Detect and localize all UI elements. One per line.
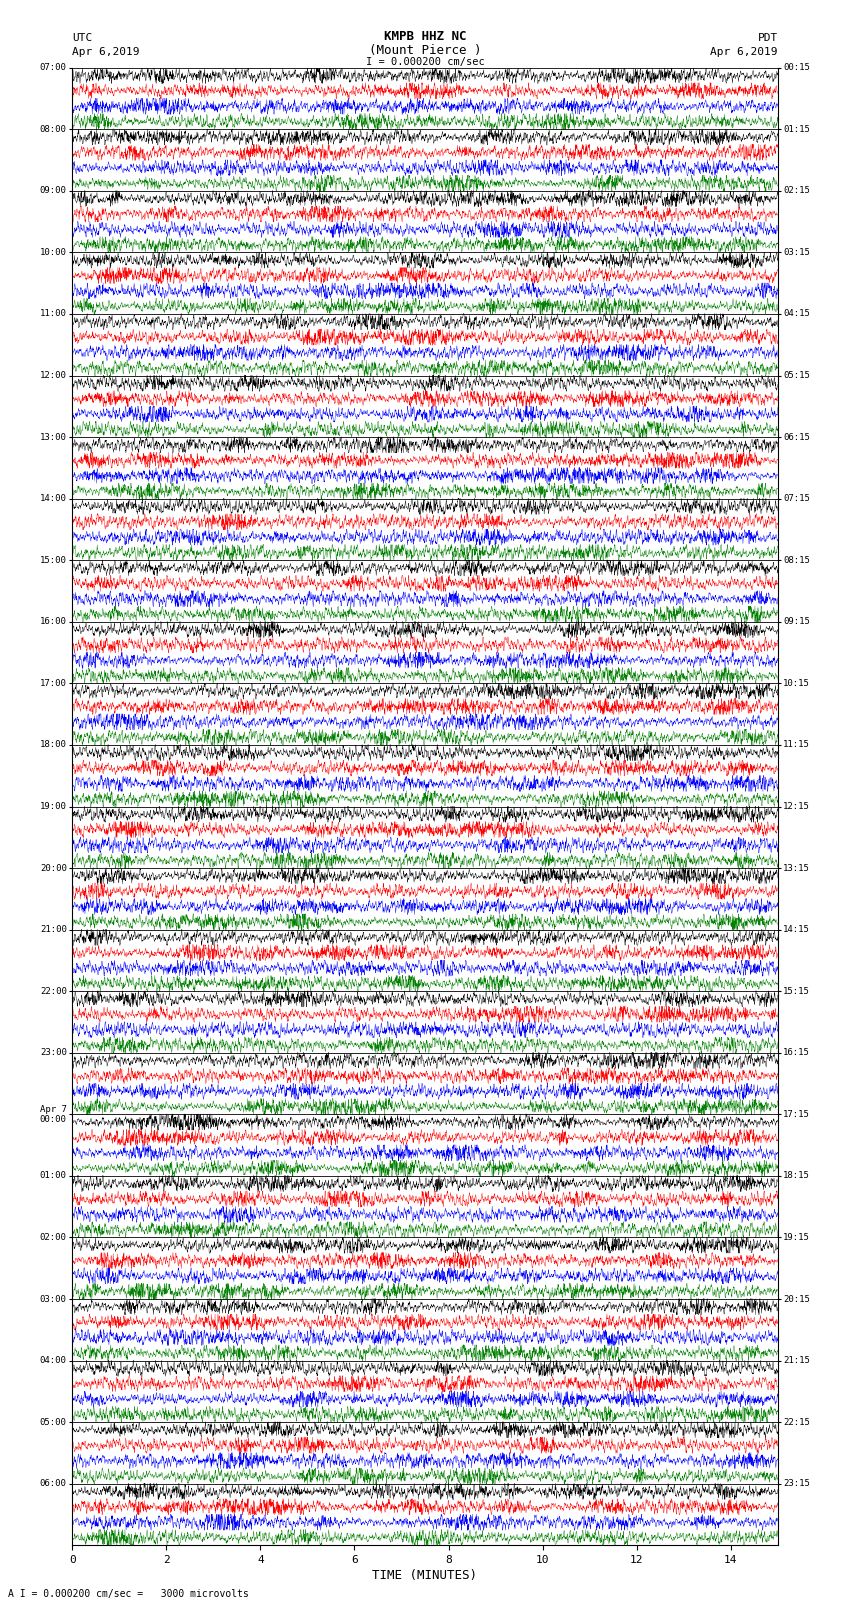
Text: Apr 6,2019: Apr 6,2019	[711, 47, 778, 58]
Text: I = 0.000200 cm/sec: I = 0.000200 cm/sec	[366, 56, 484, 66]
X-axis label: TIME (MINUTES): TIME (MINUTES)	[372, 1569, 478, 1582]
Text: A I = 0.000200 cm/sec =   3000 microvolts: A I = 0.000200 cm/sec = 3000 microvolts	[8, 1589, 249, 1598]
Text: UTC: UTC	[72, 32, 93, 44]
Text: (Mount Pierce ): (Mount Pierce )	[369, 44, 481, 58]
Text: Apr 6,2019: Apr 6,2019	[72, 47, 139, 58]
Text: PDT: PDT	[757, 32, 778, 44]
Text: KMPB HHZ NC: KMPB HHZ NC	[383, 29, 467, 44]
